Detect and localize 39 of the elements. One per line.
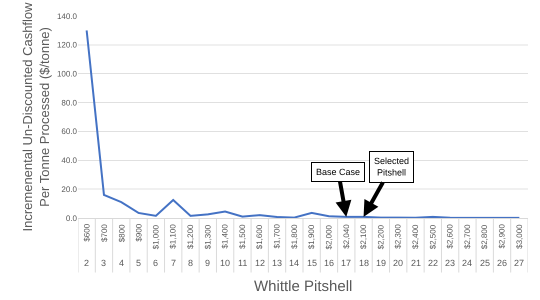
x-tick-label: $1,700 13 bbox=[272, 224, 282, 268]
x-tick-label: $2,000 16 bbox=[324, 224, 334, 268]
x-tick-label: $1,600 12 bbox=[255, 224, 266, 268]
y-tick-label: 120.0 bbox=[56, 40, 78, 50]
x-tick-label: $2,040 17 bbox=[341, 224, 352, 268]
x-tick-label: $2,600 23 bbox=[445, 224, 456, 268]
y-tick-label: 40.0 bbox=[61, 156, 78, 166]
x-tick-label: $2,900 26 bbox=[497, 224, 508, 268]
annotation: Selected Pitshell bbox=[374, 156, 410, 178]
x-tick-label: $3,000 27 bbox=[514, 224, 524, 268]
x-tick-label: $1,100 7 bbox=[168, 224, 178, 268]
x-tick-label: $1,900 15 bbox=[307, 224, 318, 268]
x-tick-label: $1,200 8 bbox=[186, 224, 195, 268]
x-tick-label: $1,500 11 bbox=[238, 224, 248, 268]
annotation: Base Case bbox=[316, 167, 360, 177]
x-tick-label: $2,200 19 bbox=[376, 224, 386, 268]
x-tick-label: $2,700 24 bbox=[462, 224, 472, 268]
category-label: $900 5 bbox=[134, 224, 144, 268]
y-tick-label: 100.0 bbox=[56, 70, 78, 79]
category-label: $800 4 bbox=[117, 224, 126, 268]
x-axis-title: Whittle Pitshell bbox=[254, 278, 352, 295]
x-tick-label: $1,000 6 bbox=[151, 224, 160, 268]
line-series bbox=[86, 29, 520, 218]
y-tick-label: 60.0 bbox=[61, 127, 78, 136]
x-tick-label: $1,400 10 bbox=[220, 224, 230, 268]
x-tick-label: $1,800 14 bbox=[289, 224, 300, 268]
x-tick-label: $2,500 22 bbox=[428, 224, 438, 268]
category-label: $600 2 bbox=[82, 224, 92, 268]
x-tick-label: $2,100 18 bbox=[359, 224, 370, 268]
x-tick-label: $2,800 25 bbox=[480, 224, 490, 268]
y-tick-label: 140.0 bbox=[56, 12, 78, 21]
category-label: $700 3 bbox=[100, 224, 109, 268]
y-tick-label: 20.0 bbox=[61, 184, 78, 194]
y-tick-label: 0.0 bbox=[66, 214, 78, 223]
x-tick-label: $1,300 9 bbox=[203, 224, 212, 268]
y-axis-title: Incremenental Un-Discounted Cashflow Per Tonne Processed ($/tonne) bbox=[20, 2, 52, 232]
y-tick-label: 80.0 bbox=[61, 98, 78, 108]
x-tick-label: $2,300 20 bbox=[393, 224, 404, 268]
x-tick-label: $2,400 21 bbox=[411, 224, 422, 268]
